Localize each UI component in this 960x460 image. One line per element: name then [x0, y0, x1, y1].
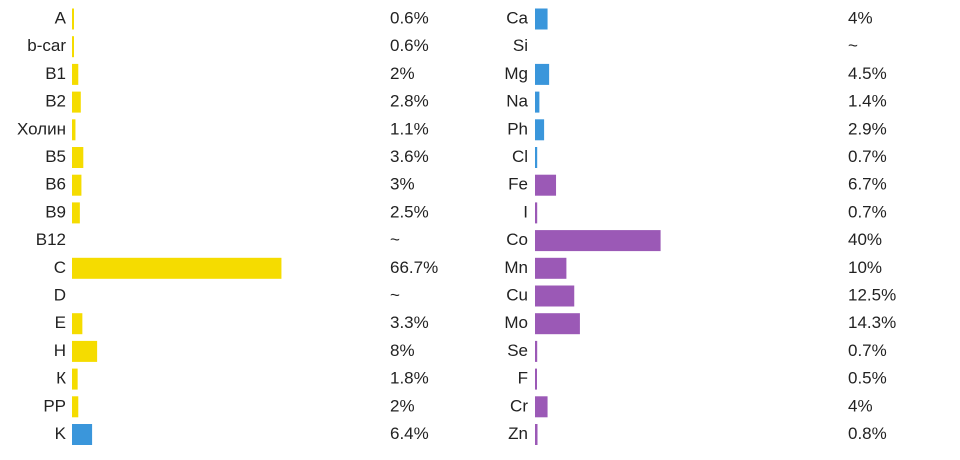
value-label: 4%	[848, 396, 873, 415]
nutrient-label: PP	[43, 396, 66, 415]
value-label: 40%	[848, 230, 882, 249]
nutrient-label: I	[523, 202, 528, 221]
nutrient-label: К	[56, 369, 66, 388]
bar	[72, 147, 84, 168]
nutrient-label: Fe	[508, 175, 528, 194]
bar	[535, 8, 548, 30]
bar	[72, 202, 80, 224]
value-label: ~	[390, 230, 400, 249]
nutrient-label: C	[54, 258, 66, 277]
value-label: 1.8%	[390, 369, 429, 388]
bar	[535, 313, 580, 335]
bar	[535, 174, 557, 196]
value-label: 0.6%	[390, 8, 429, 27]
nutrient-label: H	[54, 341, 66, 360]
nutrient-label: Холин	[17, 119, 66, 138]
nutrient-label: Ph	[507, 119, 528, 138]
nutrient-label: F	[518, 369, 528, 388]
bar	[72, 313, 83, 335]
bar	[535, 91, 540, 113]
bar	[72, 63, 79, 85]
nutrient-label: Cr	[510, 396, 528, 415]
value-label: 2%	[390, 396, 415, 415]
nutrient-label: D	[54, 285, 66, 304]
nutrient-label: B12	[36, 230, 66, 249]
bar	[72, 340, 98, 362]
nutrient-label: A	[55, 8, 67, 27]
value-label: 4.5%	[848, 64, 887, 83]
bar	[72, 91, 81, 113]
nutrient-label: Ca	[506, 8, 528, 27]
bar	[535, 119, 545, 141]
bar	[535, 147, 538, 168]
bar	[72, 119, 76, 141]
value-label: 2.9%	[848, 119, 887, 138]
value-label: 14.3%	[848, 313, 896, 332]
value-label: 8%	[390, 341, 415, 360]
bar	[535, 424, 538, 445]
nutrient-label: B5	[45, 147, 66, 166]
bar	[535, 202, 538, 224]
nutrient-label: B1	[45, 64, 66, 83]
bar	[535, 340, 538, 362]
bar	[72, 36, 74, 58]
nutrient-label: Zn	[508, 424, 528, 443]
value-label: 2.8%	[390, 92, 429, 111]
value-label: 3.3%	[390, 313, 429, 332]
bar	[535, 285, 575, 307]
nutrient-label: B9	[45, 202, 66, 221]
bar	[72, 368, 78, 390]
nutrient-label: Mn	[504, 258, 528, 277]
value-label: 1.1%	[390, 119, 429, 138]
value-label: 6.4%	[390, 424, 429, 443]
value-label: 6.7%	[848, 175, 887, 194]
value-label: 0.7%	[848, 147, 887, 166]
nutrient-label: B2	[45, 92, 66, 111]
value-label: ~	[390, 285, 400, 304]
nutrient-label: Cu	[506, 285, 528, 304]
nutrient-label: Na	[506, 92, 528, 111]
bar	[535, 396, 548, 418]
value-label: 4%	[848, 8, 873, 27]
bar	[535, 368, 537, 390]
nutrient-label: b-car	[27, 36, 66, 55]
bar	[535, 230, 661, 252]
value-label: 3%	[390, 175, 415, 194]
nutrient-label: Mg	[504, 64, 528, 83]
value-label: 0.7%	[848, 202, 887, 221]
bar	[72, 257, 282, 279]
value-label: 2.5%	[390, 202, 429, 221]
value-label: 0.8%	[848, 424, 887, 443]
bar	[535, 257, 567, 279]
nutrient-label: E	[55, 313, 66, 332]
nutrient-label: Si	[513, 36, 528, 55]
bar	[535, 63, 550, 85]
bar	[72, 424, 93, 445]
nutrient-label: Se	[507, 341, 528, 360]
value-label: 0.7%	[848, 341, 887, 360]
value-label: 2%	[390, 64, 415, 83]
value-label: 0.5%	[848, 369, 887, 388]
value-label: 1.4%	[848, 92, 887, 111]
value-label: 10%	[848, 258, 882, 277]
nutrient-label: Co	[506, 230, 528, 249]
nutrient-label: Mo	[504, 313, 528, 332]
nutrient-label: Cl	[512, 147, 528, 166]
nutrient-label: B6	[45, 175, 66, 194]
value-label: 12.5%	[848, 285, 896, 304]
value-label: 0.6%	[390, 36, 429, 55]
bar	[72, 174, 82, 196]
value-label: 66.7%	[390, 258, 438, 277]
bar	[72, 8, 74, 30]
value-label: ~	[848, 36, 858, 55]
value-label: 3.6%	[390, 147, 429, 166]
nutrient-label: K	[55, 424, 67, 443]
bar	[72, 396, 79, 418]
